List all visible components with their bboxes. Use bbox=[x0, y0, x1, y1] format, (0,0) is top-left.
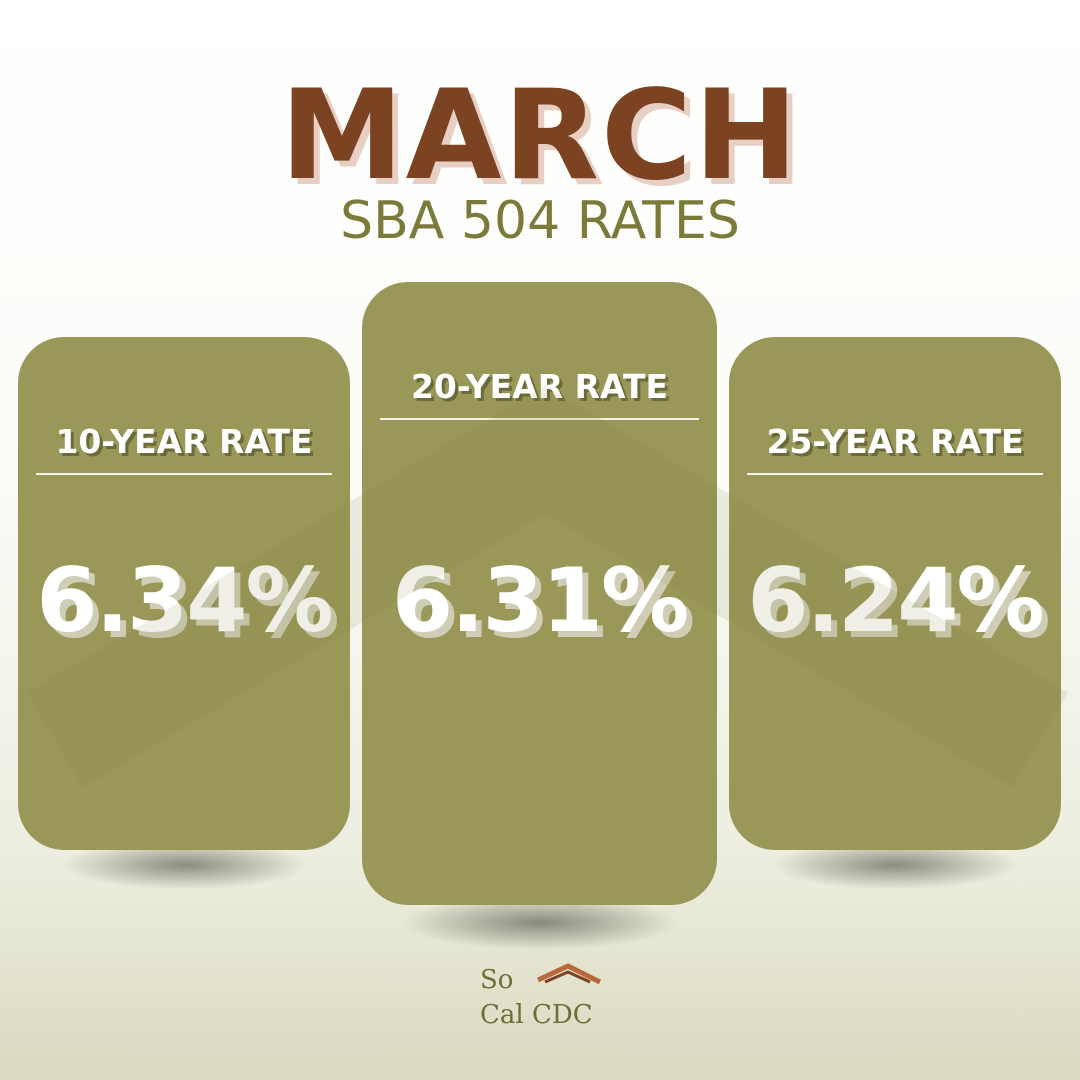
logo-line1: So bbox=[480, 965, 514, 995]
title: MARCH bbox=[280, 64, 800, 208]
card-label: 10-YEAR RATE bbox=[36, 422, 332, 475]
card-rate: 6.31% bbox=[391, 549, 689, 652]
subtitle: SBA 504 RATES bbox=[340, 191, 740, 251]
card-label: 25-YEAR RATE bbox=[747, 422, 1043, 475]
rate-card: 10-YEAR RATE 6.34% bbox=[18, 337, 350, 850]
logo-roof-inner bbox=[544, 970, 591, 984]
card-label: 20-YEAR RATE bbox=[380, 367, 699, 420]
logo-line2: Cal CDC bbox=[480, 1000, 593, 1030]
logo-roof bbox=[536, 963, 602, 985]
card-rate: 6.24% bbox=[747, 549, 1044, 652]
rate-card: 25-YEAR RATE 6.24% bbox=[729, 337, 1061, 850]
rate-card: 20-YEAR RATE 6.31% bbox=[362, 282, 717, 905]
card-rate: 6.34% bbox=[36, 549, 333, 652]
